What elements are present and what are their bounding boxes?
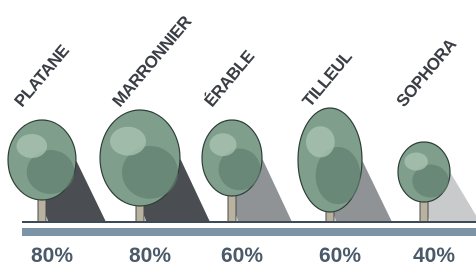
tree-crown-light [306, 126, 335, 157]
tree-share: 40% [413, 244, 455, 267]
tree-name: SOPHORA [393, 35, 461, 111]
tree-crown-light [405, 153, 428, 171]
tree-crown-light [210, 133, 237, 156]
tree-name: TILLEUL [299, 47, 356, 110]
infographic: PLATANE 80% MARRONNIER 80% ÉRABLE 60% TILLEUL 6… [0, 0, 476, 272]
tree-name: MARRONNIER [109, 12, 196, 110]
tree-crown-light [110, 127, 146, 156]
tree-share: 80% [31, 244, 73, 267]
tree-share: 80% [129, 244, 171, 267]
tree-crown-light [17, 134, 48, 158]
ground-band [22, 228, 476, 236]
tree-share: 60% [319, 244, 361, 267]
tree-name: ÉRABLE [201, 47, 259, 111]
tree-name: PLATANE [11, 41, 73, 110]
tree-share: 60% [221, 244, 263, 267]
